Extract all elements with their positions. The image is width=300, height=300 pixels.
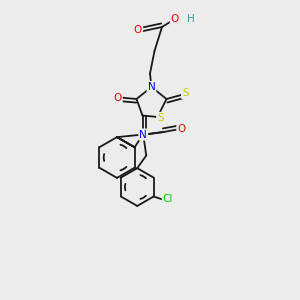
Text: H: H	[187, 14, 194, 25]
Text: N: N	[148, 82, 155, 92]
Text: O: O	[171, 14, 179, 24]
Text: S: S	[157, 113, 164, 123]
Text: N: N	[140, 130, 147, 140]
Text: Cl: Cl	[163, 194, 173, 205]
Text: O: O	[177, 124, 186, 134]
Text: S: S	[182, 88, 189, 98]
Text: O: O	[113, 92, 122, 103]
Text: O: O	[134, 25, 142, 35]
